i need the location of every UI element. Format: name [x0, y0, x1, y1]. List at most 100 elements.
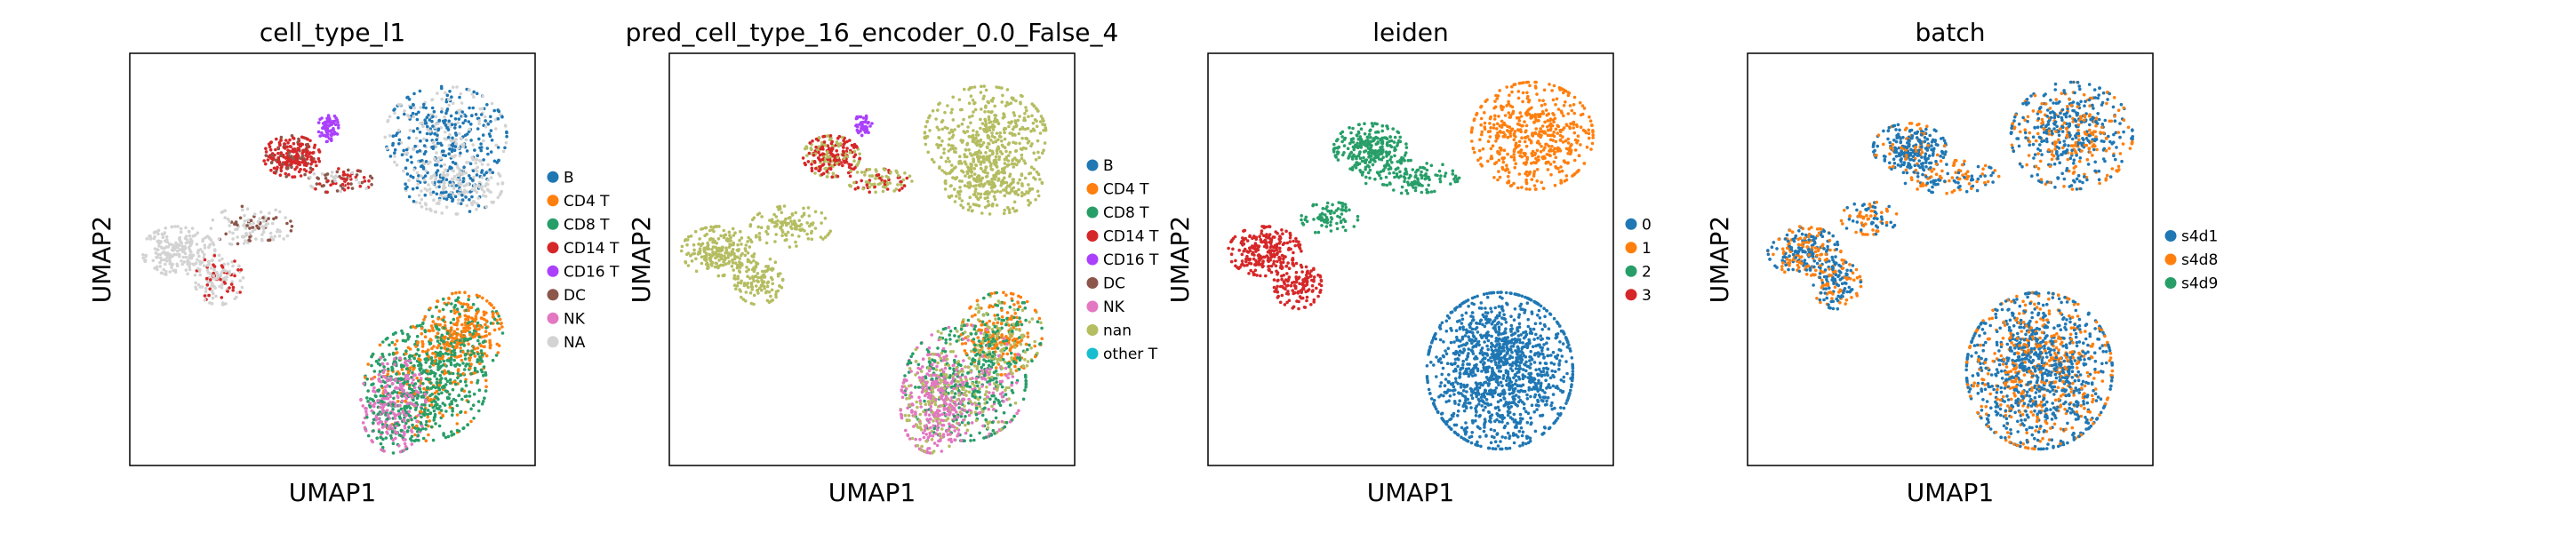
cell-point	[458, 290, 461, 295]
cell-point	[1034, 157, 1038, 162]
cell-point	[409, 428, 413, 433]
cell-point	[453, 131, 458, 135]
cell-point	[724, 246, 728, 251]
cell-point	[299, 156, 303, 160]
cell-point	[479, 344, 483, 347]
cell-point	[503, 123, 508, 127]
cell-point	[236, 235, 240, 239]
cell-point	[244, 235, 247, 238]
cell-point	[979, 192, 983, 196]
cell-point	[709, 225, 713, 229]
cell-point	[957, 196, 962, 200]
cell-point	[370, 439, 373, 442]
cell-point	[308, 139, 312, 143]
cell-point	[994, 155, 998, 159]
cell-point	[474, 167, 477, 171]
cell-point	[214, 277, 219, 281]
cell-point	[266, 158, 270, 162]
cell-point	[1003, 208, 1006, 212]
cell-point	[456, 376, 460, 380]
cell-point	[461, 179, 465, 184]
cell-point	[452, 317, 456, 322]
cell-point	[806, 160, 811, 163]
cell-point	[370, 354, 374, 359]
cell-point	[392, 411, 396, 416]
legend-label: NK	[564, 310, 586, 328]
cell-point	[277, 140, 282, 145]
cell-point	[875, 173, 879, 178]
cell-point	[692, 243, 696, 247]
cell-point	[288, 138, 292, 142]
cell-point	[388, 377, 393, 380]
cell-point	[320, 131, 324, 135]
cell-point	[226, 290, 229, 293]
cell-point	[899, 182, 903, 187]
cell-point	[794, 222, 797, 226]
cell-point	[459, 170, 462, 174]
cell-point	[436, 335, 439, 339]
cell-point	[873, 185, 876, 189]
cell-point	[436, 317, 440, 321]
cell-point	[1001, 116, 1005, 120]
cell-point	[1017, 409, 1020, 413]
cell-point	[260, 237, 264, 242]
cell-point	[231, 231, 235, 235]
cell-point	[817, 150, 820, 155]
cell-point	[800, 214, 804, 219]
cell-point	[450, 143, 454, 147]
cell-point	[774, 233, 778, 236]
cell-point	[391, 442, 396, 446]
cell-point	[388, 343, 391, 347]
cell-point	[463, 410, 468, 415]
cell-point	[486, 182, 490, 187]
cell-point	[403, 338, 406, 343]
cell-point	[141, 256, 146, 260]
cell-point	[444, 123, 448, 127]
cell-point	[194, 281, 197, 285]
cell-point	[774, 292, 778, 297]
cell-point	[765, 298, 770, 303]
cell-point	[384, 390, 388, 394]
cell-point	[380, 431, 384, 434]
cell-point	[765, 284, 770, 289]
legend-marker	[547, 195, 559, 207]
cell-point	[202, 264, 206, 267]
cell-point	[992, 322, 996, 325]
cell-point	[327, 115, 331, 119]
cell-point	[224, 302, 228, 306]
cell-point	[464, 138, 468, 142]
cell-point	[350, 171, 355, 174]
cell-point	[464, 364, 468, 368]
cell-point	[845, 147, 849, 150]
cell-point	[836, 141, 839, 146]
cell-point	[763, 286, 766, 290]
cell-point	[1036, 150, 1040, 155]
cell-point	[196, 251, 200, 255]
cell-point	[500, 115, 504, 119]
cell-point	[324, 123, 329, 127]
cell-point	[209, 238, 213, 242]
cell-point	[428, 341, 433, 346]
cell-point	[889, 170, 892, 174]
cell-point	[732, 268, 735, 272]
cell-point	[731, 227, 735, 231]
cell-point	[477, 335, 482, 339]
cell-point	[212, 274, 215, 278]
cell-point	[1014, 323, 1018, 327]
cell-point	[1000, 349, 1004, 354]
cell-point	[1018, 159, 1021, 163]
cell-point	[444, 138, 448, 141]
cell-point	[750, 254, 755, 259]
cell-point	[371, 377, 374, 381]
cell-point	[184, 241, 188, 245]
cell-point	[444, 154, 448, 157]
legend-marker	[547, 336, 559, 348]
cell-point	[396, 431, 399, 435]
cell-point	[468, 333, 472, 337]
cell-point	[450, 155, 453, 158]
cell-point	[391, 134, 396, 138]
cell-point	[709, 236, 713, 241]
cell-point	[467, 306, 470, 309]
cell-point	[951, 176, 955, 179]
cell-point	[448, 402, 452, 407]
